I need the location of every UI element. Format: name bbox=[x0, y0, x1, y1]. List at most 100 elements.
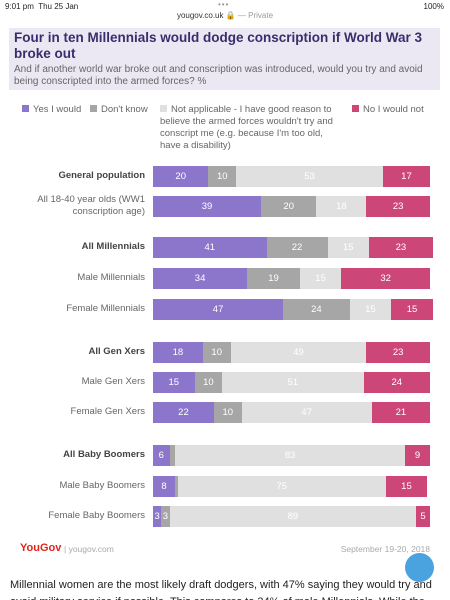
value-label: 20 bbox=[175, 170, 186, 182]
date: Thu 25 Jan bbox=[38, 2, 79, 11]
status-time: 9:01 pm Thu 25 Jan bbox=[5, 2, 78, 11]
legend-label: Don't know bbox=[101, 104, 148, 115]
value-label: 15 bbox=[401, 480, 412, 492]
value-label: 41 bbox=[204, 241, 216, 253]
bar-segment bbox=[194, 371, 223, 393]
header-box bbox=[9, 28, 440, 90]
bar-segment bbox=[161, 505, 170, 527]
bar-segment bbox=[230, 341, 367, 363]
value-label: 23 bbox=[395, 241, 407, 253]
bar-segment bbox=[175, 444, 406, 466]
value-label: 47 bbox=[212, 303, 224, 315]
value-label: 47 bbox=[301, 406, 312, 418]
legend-label: Yes I would bbox=[33, 104, 82, 115]
legend-label: No I would not bbox=[363, 104, 424, 115]
value-label: 32 bbox=[380, 272, 391, 284]
legend-item: Don't know bbox=[90, 104, 155, 116]
bar-segment bbox=[316, 195, 367, 217]
legend-item: Yes I would bbox=[22, 104, 87, 116]
value-label: 89 bbox=[287, 510, 299, 522]
bar-segment bbox=[327, 236, 370, 258]
private-mode: — Private bbox=[237, 11, 274, 20]
bar-segment bbox=[341, 267, 430, 289]
bar-segment bbox=[153, 341, 203, 363]
value-label: 21 bbox=[395, 406, 407, 418]
value-label: 10 bbox=[211, 346, 222, 358]
bar-segment bbox=[382, 165, 430, 187]
value-label: 10 bbox=[216, 170, 228, 182]
chart-subtitle: And if another world war broke out and c… bbox=[14, 64, 423, 87]
value-label: 15 bbox=[342, 241, 354, 253]
value-label: 83 bbox=[284, 449, 296, 461]
bar-segment bbox=[153, 475, 176, 497]
bar-segment bbox=[247, 267, 300, 289]
value-label: 18 bbox=[172, 346, 184, 358]
value-label: 53 bbox=[304, 170, 315, 182]
value-label: 3 bbox=[162, 510, 169, 522]
bar-segment bbox=[366, 341, 430, 363]
bar-segment bbox=[153, 444, 170, 466]
bar-segment bbox=[236, 165, 383, 187]
bar-segment bbox=[153, 298, 284, 320]
site-url: yougov.com bbox=[68, 544, 114, 554]
bar-segment bbox=[385, 475, 428, 497]
value-label: 15 bbox=[168, 376, 180, 388]
category-label: All Gen Xers bbox=[88, 346, 146, 357]
bar-segment bbox=[153, 505, 162, 527]
bar-segment bbox=[175, 475, 178, 497]
share-button[interactable] bbox=[405, 553, 434, 582]
bar-segment bbox=[213, 401, 242, 423]
bar-segment bbox=[266, 236, 328, 258]
url-bar[interactable]: yougov.co.uk 🔒 — Private bbox=[176, 11, 274, 20]
value-label: 49 bbox=[293, 346, 304, 358]
bar-segment bbox=[169, 505, 417, 527]
bar-segment bbox=[153, 401, 214, 423]
legend-item: No I would not bbox=[352, 104, 442, 116]
bar-segment bbox=[153, 195, 262, 217]
bar-segment bbox=[366, 195, 430, 217]
value-label: 24 bbox=[391, 376, 403, 388]
category-label: Female Baby Boomers bbox=[48, 510, 145, 521]
category-label: Female Millennials bbox=[66, 303, 145, 314]
bar-segment bbox=[349, 298, 392, 320]
category-label: Male Millennials bbox=[77, 272, 145, 283]
value-label: 15 bbox=[406, 303, 418, 315]
bar-segment bbox=[153, 165, 209, 187]
time: 9:01 pm bbox=[5, 2, 34, 11]
legend-swatch bbox=[22, 105, 29, 112]
category-label: All 18-40 year olds (WW1 conscription ag… bbox=[37, 194, 145, 217]
legend-item: Not applicable - I have good reason to b… bbox=[160, 104, 345, 152]
article-text: Millennial women are the most likely dra… bbox=[10, 579, 432, 600]
bar-segment bbox=[208, 165, 237, 187]
brand: YouGov bbox=[20, 542, 62, 554]
category-label: All Baby Boomers bbox=[63, 449, 145, 460]
url: yougov.co.uk bbox=[176, 11, 224, 20]
value-label: 8 bbox=[161, 480, 167, 492]
value-label: 51 bbox=[287, 376, 299, 388]
site: | yougov.com bbox=[64, 544, 114, 554]
bar-segment bbox=[371, 401, 430, 423]
bar-segment bbox=[169, 444, 176, 466]
value-label: 15 bbox=[315, 272, 326, 284]
value-label: 17 bbox=[401, 170, 412, 182]
bar-segment bbox=[153, 236, 267, 258]
value-label: 22 bbox=[291, 241, 303, 253]
bar-segment bbox=[391, 298, 433, 320]
legend-swatch bbox=[352, 105, 359, 112]
value-label: 9 bbox=[414, 449, 421, 461]
chart-title: Four in ten Millennials would dodge cons… bbox=[14, 30, 423, 61]
legend-swatch bbox=[90, 105, 97, 112]
bar-segment bbox=[299, 267, 342, 289]
value-label: 20 bbox=[283, 200, 294, 212]
value-label: 5 bbox=[420, 510, 426, 522]
value-label: 34 bbox=[194, 272, 206, 284]
battery: 100% bbox=[423, 2, 444, 11]
category-label: Male Gen Xers bbox=[81, 376, 145, 387]
value-label: 3 bbox=[154, 510, 160, 522]
value-label: 75 bbox=[276, 480, 288, 492]
bar-segment bbox=[261, 195, 317, 217]
value-label: 23 bbox=[392, 346, 404, 358]
value-label: 22 bbox=[178, 406, 189, 418]
bar-segment bbox=[416, 505, 430, 527]
bar-segment bbox=[405, 444, 430, 466]
